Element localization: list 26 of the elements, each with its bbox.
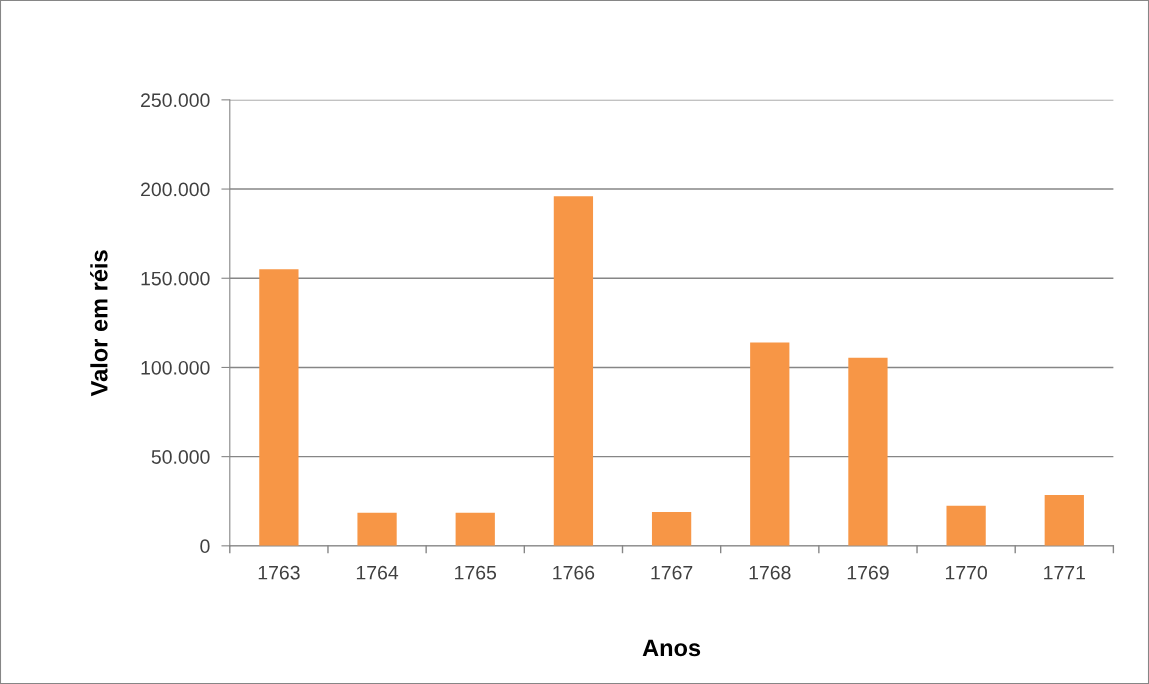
x-tick-label: 1767 [651,565,693,580]
x-tick-label: 1770 [945,565,987,580]
y-tick-label: 50.000 [151,450,210,464]
bar [1044,494,1084,546]
y-tick-label: 150.000 [141,271,210,286]
y-tick-label: 100.000 [141,360,210,375]
bar [651,511,692,546]
x-tick-label: 1769 [847,565,889,580]
y-tick-label: 250.000 [141,93,210,108]
bar [848,357,888,546]
x-tick-label: 1764 [356,565,399,580]
bar [553,196,594,546]
y-tick-label: 0 [200,539,210,554]
y-tick-label: 200.000 [141,182,210,197]
bar [455,512,495,546]
bar [750,342,790,546]
bar [946,505,986,546]
x-tick-label: 1768 [749,565,791,580]
bar [259,269,299,546]
x-tick-label: 1765 [455,565,497,580]
x-tick-label: 1771 [1044,565,1085,580]
x-tick-label: 1763 [258,565,300,580]
x-tick-label: 1766 [553,565,595,580]
y-axis-title: Valor em réis [90,250,108,397]
bar [357,512,397,546]
x-axis-title: Anos [642,639,701,657]
